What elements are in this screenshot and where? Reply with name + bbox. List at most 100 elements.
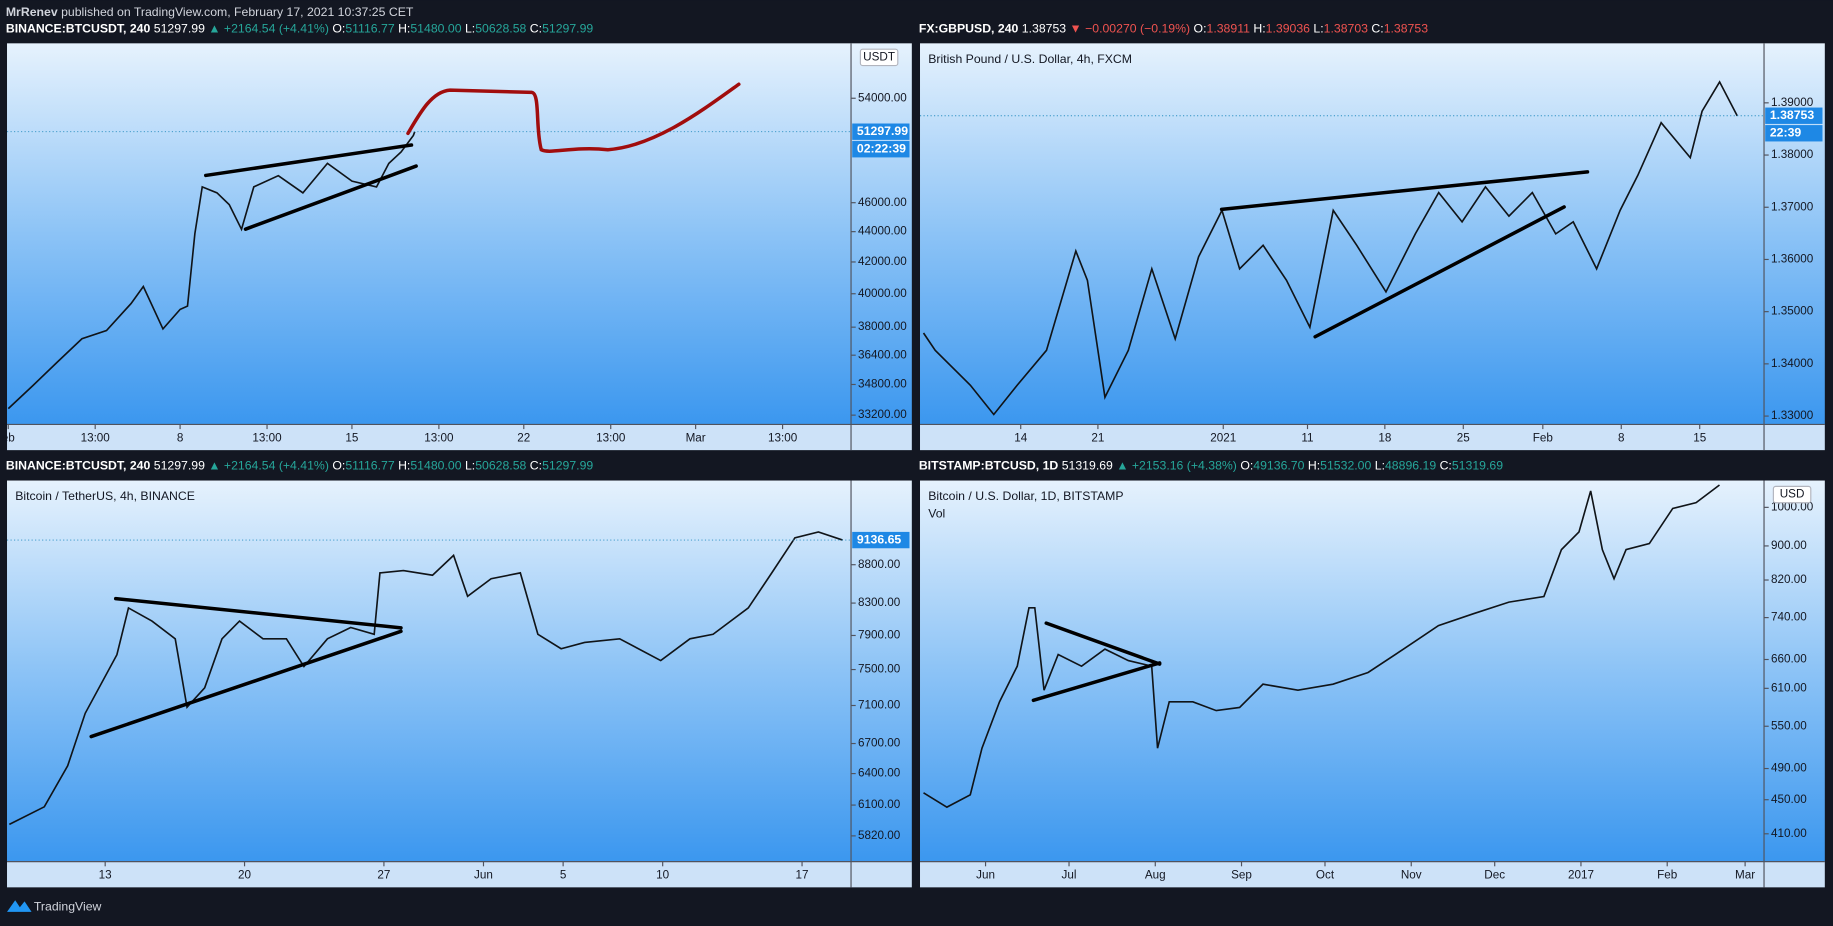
- ohlc-label: H:: [398, 22, 410, 36]
- y-tick-label: 38000.00: [858, 320, 907, 333]
- change-arrow: ▲: [1116, 459, 1128, 473]
- price-axis: [851, 43, 912, 425]
- x-tick-label: 22: [517, 432, 530, 445]
- time-axis: [920, 861, 1825, 888]
- change: +2164.54 (+4.41%): [224, 459, 329, 473]
- x-tick-label: 2017: [1568, 869, 1594, 882]
- panels: BINANCE:BTCUSDT, 240 51297.99 ▲ +2164.54…: [2, 22, 1825, 888]
- y-tick-label: 42000.00: [858, 255, 907, 268]
- ohlc-value: 51480.00: [410, 459, 461, 473]
- y-tick-label: 660.00: [1771, 653, 1807, 666]
- x-tick-label: 13:00: [596, 432, 626, 445]
- x-tick-label: Oct: [1316, 869, 1335, 882]
- change: +2164.54 (+4.41%): [224, 22, 329, 36]
- indicator-label: Vol: [928, 507, 945, 521]
- countdown-box: [852, 141, 910, 158]
- ohlc-label: C:: [1440, 459, 1452, 473]
- change: +2153.16 (+4.38%): [1132, 459, 1237, 473]
- x-tick-label: Aug: [1145, 869, 1166, 882]
- y-tick-label: 8800.00: [858, 558, 901, 571]
- y-tick-label: 46000.00: [858, 196, 907, 209]
- y-tick-label: 900.00: [1771, 539, 1807, 552]
- y-tick-label: 1000.00: [1771, 500, 1814, 513]
- publish-info: published on TradingView.com, February 1…: [61, 5, 414, 19]
- ohlc-label: H:: [1308, 459, 1320, 473]
- ohlc-label: O:: [332, 22, 345, 36]
- chart-title: Bitcoin / TetherUS, 4h, BINANCE: [15, 489, 195, 503]
- x-tick-label: 21: [1091, 432, 1104, 445]
- x-tick-label: 13:00: [81, 432, 111, 445]
- x-tick-label: 14: [1014, 432, 1028, 445]
- x-tick-label: Sep: [1231, 869, 1252, 882]
- x-tick-label: 15: [1693, 432, 1707, 445]
- last-price-label: 51297.99: [857, 124, 908, 138]
- ohlc-label: L:: [465, 22, 475, 36]
- countdown-label: 22:39: [1770, 126, 1802, 140]
- ohlc-value: 51319.69: [1452, 459, 1503, 473]
- y-tick-label: 33200.00: [858, 408, 907, 421]
- time-axis: [7, 861, 912, 888]
- legend: BINANCE:BTCUSDT, 240 51297.99 ▲ +2164.54…: [6, 459, 594, 473]
- y-tick-label: 5820.00: [858, 829, 901, 842]
- x-tick-label: 5: [560, 869, 567, 882]
- last-value: 1.38753: [1022, 22, 1067, 36]
- ohlc-value: 51297.99: [542, 459, 593, 473]
- x-tick-label: Nov: [1401, 869, 1422, 882]
- y-tick-label: 1.39000: [1771, 96, 1814, 109]
- plot-area: [920, 480, 1765, 862]
- symbol: BINANCE:BTCUSDT, 240: [6, 22, 151, 36]
- y-tick-label: 34800.00: [858, 378, 907, 391]
- y-tick-label: 1.35000: [1771, 305, 1814, 318]
- x-tick-label: 17: [796, 869, 809, 882]
- x-tick-label: 11: [1301, 432, 1313, 445]
- legend: FX:GBPUSD, 240 1.38753 ▼ −0.00270 (−0.19…: [919, 22, 1428, 36]
- ohlc-label: H:: [1253, 22, 1265, 36]
- author[interactable]: MrRenev: [6, 5, 58, 19]
- price-line: [8, 531, 843, 826]
- y-tick-label: 44000.00: [858, 225, 907, 238]
- x-tick-label: Dec: [1484, 869, 1505, 882]
- x-tick-label: 2021: [1210, 432, 1236, 445]
- x-tick-label: 18: [1378, 432, 1391, 445]
- x-tick-label: 8: [1618, 432, 1625, 445]
- y-tick-label: 54000.00: [858, 91, 907, 104]
- ohlc-label: L:: [1313, 22, 1323, 36]
- trendline: [1219, 170, 1590, 212]
- ohlc-value: 51297.99: [542, 22, 593, 36]
- ohlc-label: H:: [398, 459, 410, 473]
- y-tick-label: 490.00: [1771, 762, 1807, 775]
- ohlc-value: 48896.19: [1385, 459, 1436, 473]
- currency-label: USDT: [863, 50, 895, 63]
- chart-panel: FX:GBPUSD, 240 1.38753 ▼ −0.00270 (−0.19…: [919, 22, 1825, 451]
- ohlc-label: C:: [530, 459, 542, 473]
- price-line: [7, 131, 416, 410]
- trendline: [243, 164, 418, 231]
- x-tick-label: 13:00: [252, 432, 282, 445]
- last-price-label: 9136.65: [857, 532, 902, 546]
- y-tick-label: 410.00: [1771, 827, 1807, 840]
- chart-panel: BITSTAMP:BTCUSD, 1D 51319.69 ▲ +2153.16 …: [919, 459, 1825, 888]
- trendline: [89, 629, 403, 739]
- ohlc-value: 51532.00: [1320, 459, 1371, 473]
- y-tick-label: 6400.00: [858, 767, 901, 780]
- price-line: [922, 80, 1738, 416]
- x-tick-label: 20: [238, 869, 252, 882]
- change-arrow: ▲: [208, 459, 220, 473]
- ohlc-value: 51116.77: [345, 22, 395, 36]
- ohlc-label: C:: [530, 22, 542, 36]
- x-tick-label: 15: [345, 432, 359, 445]
- x-tick-label: Feb: [1657, 869, 1678, 882]
- change-arrow: ▲: [208, 22, 220, 36]
- x-tick-label: Jun: [474, 869, 493, 882]
- ohlc-label: O:: [332, 459, 345, 473]
- brand[interactable]: TradingView: [34, 899, 102, 913]
- legend: BITSTAMP:BTCUSD, 1D 51319.69 ▲ +2153.16 …: [919, 459, 1503, 473]
- y-tick-label: 1.33000: [1771, 409, 1814, 422]
- x-tick-label: 13: [99, 869, 112, 882]
- last-price-label: 1.38753: [1770, 108, 1815, 122]
- ohlc-value: 1.38703: [1324, 22, 1369, 36]
- x-tick-label: eb: [2, 432, 16, 445]
- header: MrRenev published on TradingView.com, Fe…: [6, 5, 414, 19]
